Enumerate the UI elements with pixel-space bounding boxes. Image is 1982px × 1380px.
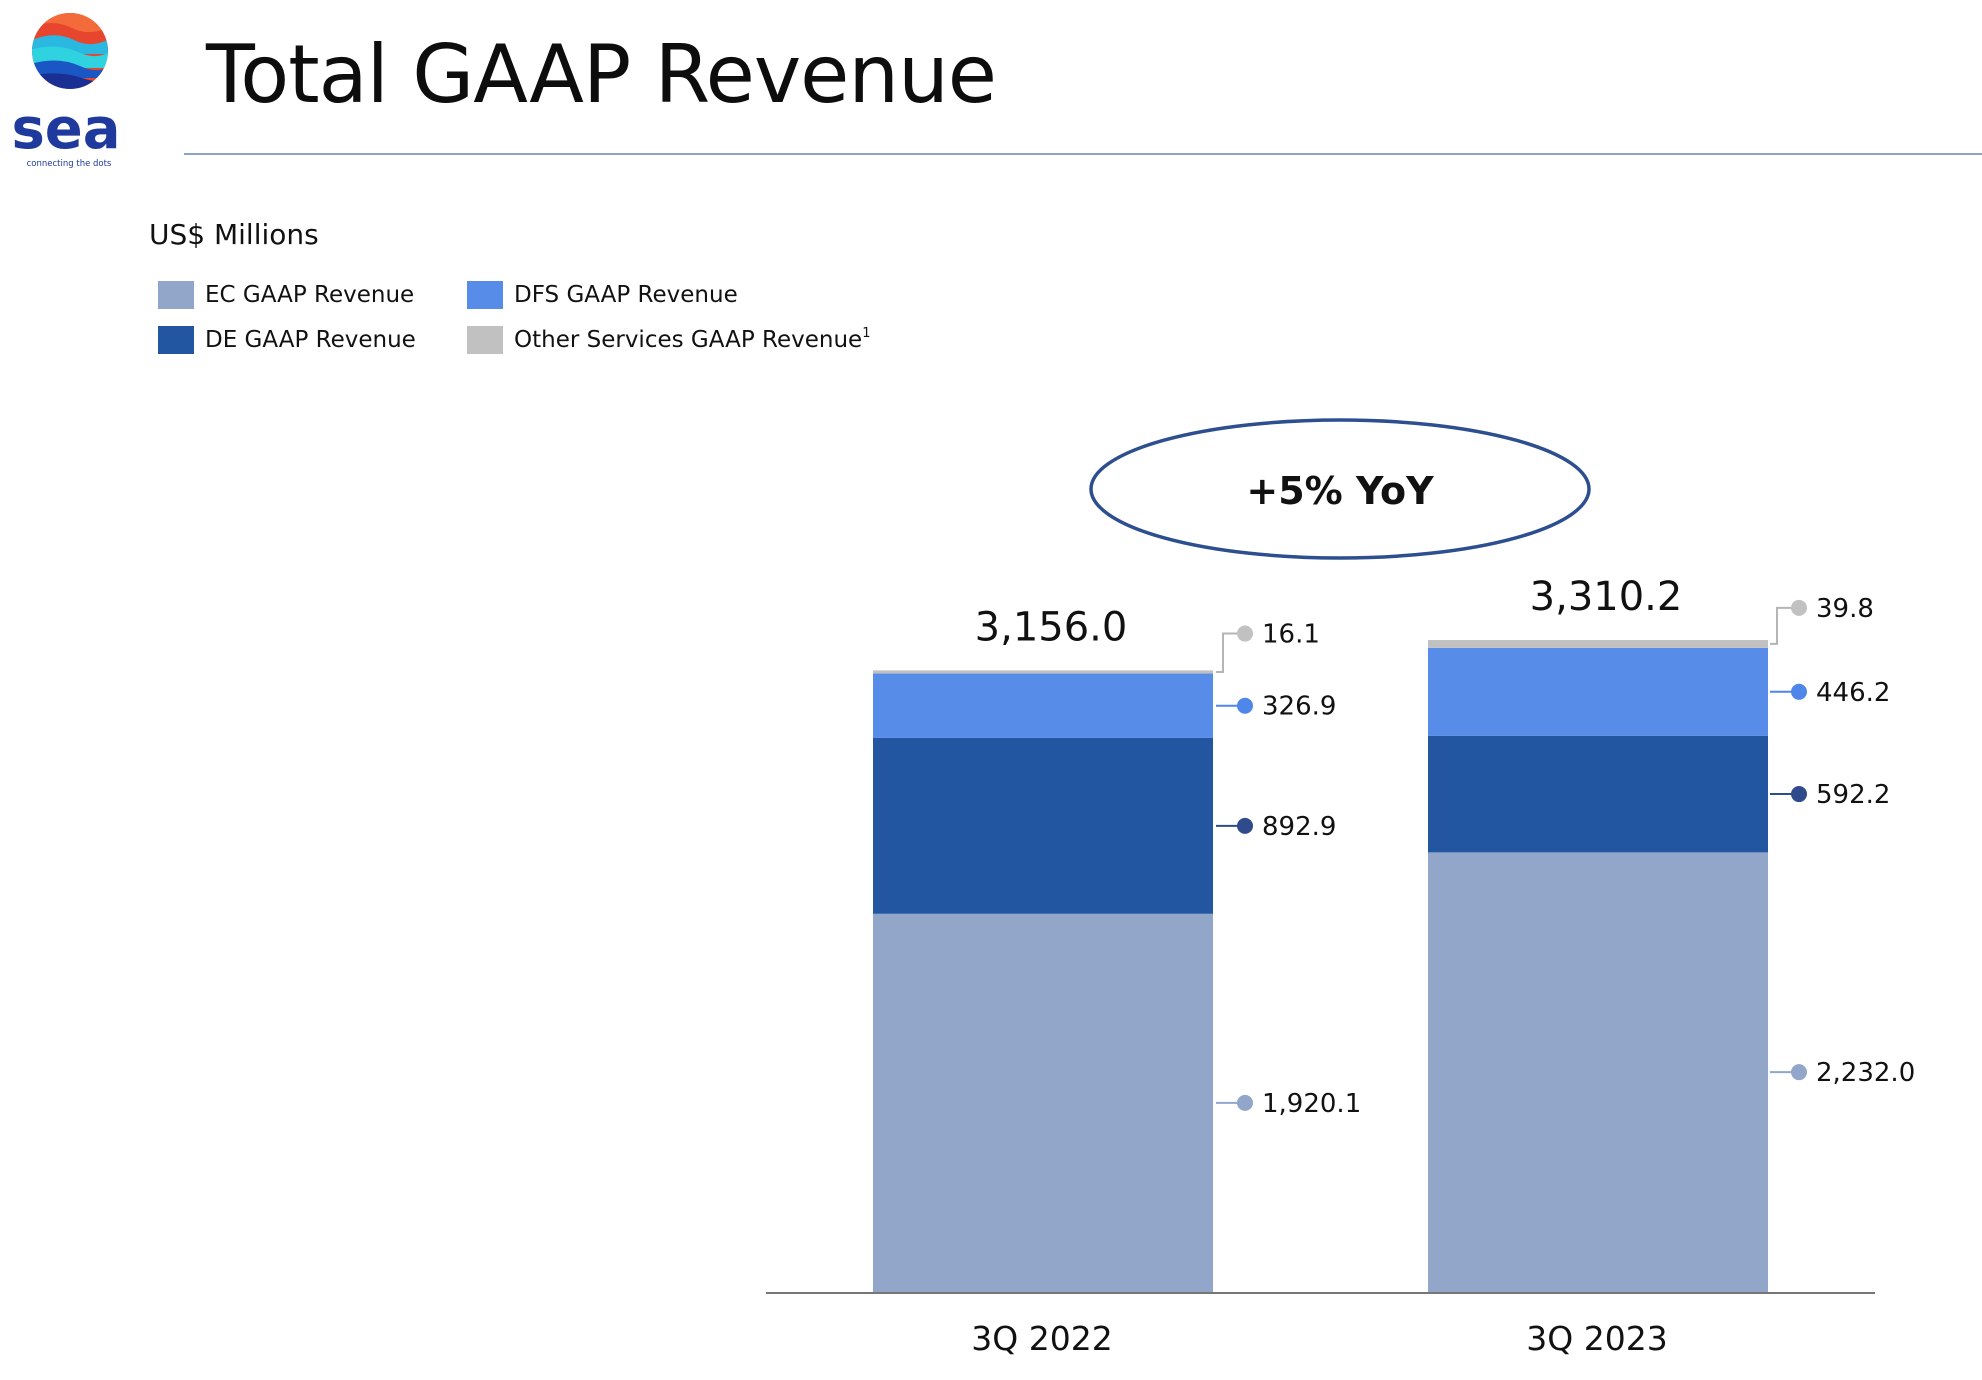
leader-line-other-2 <box>1770 606 1799 645</box>
bar-segment-de-1 <box>873 737 1213 914</box>
logo-wordmark: sea <box>12 97 121 162</box>
legend-footnote-marker: 1 <box>862 326 871 341</box>
category-label-1: 3Q 2022 <box>971 1319 1112 1358</box>
bar-segment-other-2 <box>1428 640 1768 648</box>
legend-label-other: Other Services GAAP Revenue1 <box>514 326 871 353</box>
yoy-callout-text: +5% YoY <box>1246 469 1434 513</box>
total-label-2: 3,310.2 <box>1530 574 1683 620</box>
bar-segment-other-1 <box>873 670 1213 674</box>
data-label-other-2: 39.8 <box>1816 594 1874 624</box>
legend-label-other-text: Other Services GAAP Revenue <box>514 327 863 353</box>
legend-label-ec: EC GAAP Revenue <box>205 282 415 308</box>
data-label-other-1: 16.1 <box>1262 620 1320 650</box>
data-label-dfs-1: 326.9 <box>1262 692 1336 722</box>
legend-swatch-ec <box>158 281 194 309</box>
legend-item-ec: EC GAAP Revenue <box>158 280 414 310</box>
units-label: US$ Millions <box>149 218 319 251</box>
logo-tagline: connecting the dots <box>27 159 112 168</box>
leader-dot-other-2 <box>1791 599 1807 616</box>
sea-logo-mark: sea connecting the dots <box>11 13 121 169</box>
leader-dot-de-1 <box>1237 817 1253 834</box>
legend-swatch-other <box>467 326 503 354</box>
legend-swatch-dfs <box>467 281 503 309</box>
leader-line-other-1 <box>1216 632 1245 673</box>
legend-label-dfs: DFS GAAP Revenue <box>514 282 738 308</box>
legend-item-de: DE GAAP Revenue <box>158 325 416 355</box>
legend-swatch-de <box>158 326 194 354</box>
category-label-2: 3Q 2023 <box>1526 1319 1667 1358</box>
data-label-de-1: 892.9 <box>1262 812 1336 842</box>
leader-dot-ec-2 <box>1791 1064 1807 1081</box>
total-label-1: 3,156.0 <box>975 604 1128 650</box>
legend-item-other: Other Services GAAP Revenue1 <box>467 325 870 355</box>
leader-dot-other-1 <box>1237 625 1253 642</box>
legend-item-dfs: DFS GAAP Revenue <box>467 280 738 310</box>
bar-segment-ec-2 <box>1428 852 1768 1292</box>
data-label-dfs-2: 446.2 <box>1816 678 1890 708</box>
data-label-de-2: 592.2 <box>1816 780 1890 810</box>
legend-label-de: DE GAAP Revenue <box>205 327 416 353</box>
data-label-ec-1: 1,920.1 <box>1262 1089 1361 1119</box>
leader-dot-dfs-2 <box>1791 683 1807 700</box>
yoy-callout-ellipse <box>1089 418 1591 560</box>
sea-logo: sea connecting the dots <box>11 8 124 169</box>
bar-segment-dfs-2 <box>1428 647 1768 736</box>
leader-dot-de-2 <box>1791 786 1807 803</box>
bar-segment-dfs-1 <box>873 673 1213 738</box>
leader-dot-dfs-1 <box>1237 697 1253 714</box>
bar-segment-ec-1 <box>873 913 1213 1292</box>
page-title: Total GAAP Revenue <box>206 28 997 121</box>
title-divider <box>184 153 1982 155</box>
bar-segment-de-2 <box>1428 735 1768 853</box>
leader-dot-ec-1 <box>1237 1094 1253 1111</box>
data-label-ec-2: 2,232.0 <box>1816 1058 1915 1088</box>
